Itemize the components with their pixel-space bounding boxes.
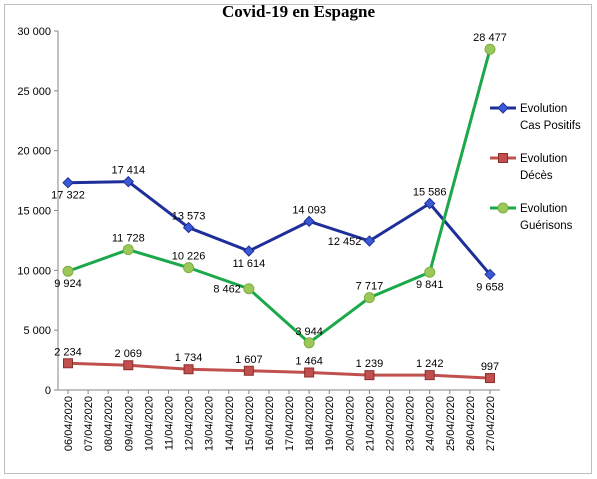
data-label: 9 841 xyxy=(416,279,444,291)
legend-label: Evolution xyxy=(520,103,567,115)
data-label: 1 607 xyxy=(235,354,263,366)
y-tick-label: 10 000 xyxy=(17,265,51,277)
data-point xyxy=(484,268,496,281)
series-line xyxy=(67,361,491,380)
data-label: 12 452 xyxy=(328,236,362,248)
legend-label: Cas Positifs xyxy=(520,120,581,132)
legend-label: Evolution xyxy=(520,153,567,165)
x-tick-label: 24/04/2020 xyxy=(425,396,437,451)
data-point xyxy=(122,244,134,256)
data-point xyxy=(364,370,375,381)
y-tick-label: 15 000 xyxy=(17,206,51,218)
data-labels: 17 322 17 414 13 573 11 614 14 093 12 452 15 5… xyxy=(51,32,507,373)
x-tick-label: 20/04/2020 xyxy=(344,396,356,451)
legend-label: Evolution xyxy=(520,203,567,215)
data-label: 1 242 xyxy=(416,358,444,370)
chart-title: Covid-19 en Espagne xyxy=(221,2,376,21)
series-lines xyxy=(67,48,492,380)
x-tick-label: 17/04/2020 xyxy=(284,396,296,451)
data-point xyxy=(62,177,74,189)
x-tick-label: 09/04/2020 xyxy=(123,396,135,451)
data-point xyxy=(485,373,495,384)
data-label: 15 586 xyxy=(413,186,447,198)
x-tick-label: 21/04/2020 xyxy=(364,396,376,451)
legend-marker xyxy=(498,153,508,163)
legend-label: Guérisons xyxy=(520,220,573,232)
data-label: 28 477 xyxy=(473,32,507,44)
data-label: 11 614 xyxy=(232,258,265,270)
series-line xyxy=(67,180,492,276)
data-point xyxy=(183,364,194,375)
legend-label: Décès xyxy=(520,170,553,182)
data-label: 1 239 xyxy=(356,358,384,370)
x-tick-label: 14/04/2020 xyxy=(224,396,236,451)
series-markers xyxy=(62,43,496,384)
data-label: 8 462 xyxy=(213,284,241,296)
data-point xyxy=(303,215,315,228)
legend-marker xyxy=(497,202,509,214)
data-point xyxy=(424,370,435,381)
x-tick-label: 10/04/2020 xyxy=(143,396,155,451)
data-label: 9 924 xyxy=(54,278,82,290)
data-point xyxy=(363,235,376,247)
x-tick-label: 26/04/2020 xyxy=(465,396,477,451)
data-point xyxy=(424,266,436,278)
series-line xyxy=(67,48,492,345)
data-point xyxy=(63,358,73,369)
data-label: 11 728 xyxy=(112,233,145,245)
data-point xyxy=(183,262,195,274)
y-tick-label: 5 000 xyxy=(23,325,51,337)
data-label: 1 464 xyxy=(295,355,323,367)
y-tick-label: 25 000 xyxy=(17,86,51,98)
data-label: 13 573 xyxy=(172,211,206,223)
data-point xyxy=(363,292,375,304)
x-tick-label: 11/04/2020 xyxy=(163,396,175,450)
x-tick-label: 27/04/2020 xyxy=(485,396,497,451)
data-point xyxy=(62,265,74,277)
legend: Evolution Cas Positifs Evolution Décès Evolu… xyxy=(490,102,581,232)
data-point xyxy=(182,221,195,234)
data-point xyxy=(243,283,255,295)
x-tick-label: 13/04/2020 xyxy=(204,396,216,451)
data-label: 2 069 xyxy=(115,348,143,360)
data-point xyxy=(122,175,134,188)
x-tick-label: 15/04/2020 xyxy=(244,396,256,451)
data-label: 2 234 xyxy=(54,346,82,358)
x-tick-label: 22/04/2020 xyxy=(385,396,397,451)
legend-marker xyxy=(497,102,509,114)
x-tick-label: 12/04/2020 xyxy=(184,396,196,451)
x-tick-label: 23/04/2020 xyxy=(405,396,417,451)
data-point xyxy=(123,360,134,371)
axes: 0 5 000 10 000 15 000 20 000 25 000 30 000 06/0… xyxy=(17,26,500,451)
data-label: 3 944 xyxy=(295,326,323,338)
y-tick-label: 30 000 xyxy=(17,26,51,38)
data-point xyxy=(243,365,254,376)
data-label: 10 226 xyxy=(172,251,206,263)
data-label: 17 322 xyxy=(51,190,85,202)
x-tick-label: 25/04/2020 xyxy=(445,396,457,451)
data-point xyxy=(424,197,436,210)
x-tick-label: 07/04/2020 xyxy=(83,396,95,451)
x-tick-label: 16/04/2020 xyxy=(264,396,276,451)
data-point xyxy=(484,43,496,55)
data-label: 14 093 xyxy=(292,204,326,216)
data-label: 7 717 xyxy=(356,281,384,293)
data-label: 997 xyxy=(481,361,499,373)
x-tick-label: 19/04/2020 xyxy=(324,396,336,451)
y-tick-label: 20 000 xyxy=(17,146,51,158)
chart-frame xyxy=(4,4,592,474)
y-tick-label: 0 xyxy=(45,385,51,397)
data-label: 9 658 xyxy=(476,281,504,293)
data-label: 1 734 xyxy=(175,352,203,364)
x-tick-label: 18/04/2020 xyxy=(304,396,316,451)
x-tick-label: 08/04/2020 xyxy=(103,396,115,451)
data-label: 17 414 xyxy=(111,165,145,177)
x-tick-label: 06/04/2020 xyxy=(63,396,75,451)
data-point xyxy=(303,337,315,349)
data-point xyxy=(243,245,255,257)
data-point xyxy=(304,367,315,378)
